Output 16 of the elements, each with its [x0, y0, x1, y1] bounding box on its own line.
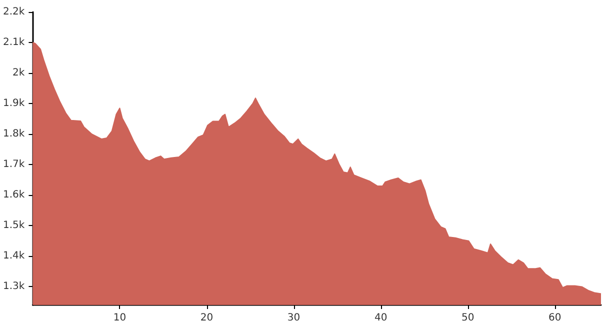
y-tick-label: 1.3k — [2, 281, 25, 292]
x-tick-label: 30 — [287, 312, 300, 324]
y-tick-label: 1.7k — [2, 159, 25, 170]
y-tick-label: 2.2k — [2, 6, 25, 18]
y-tick-label: 2.1k — [2, 37, 25, 48]
x-tick-label: 60 — [548, 312, 562, 324]
x-tick-label: 10 — [113, 312, 126, 324]
y-tick-label: 1.5k — [2, 220, 25, 232]
y-tick-label: 1.9k — [2, 98, 25, 110]
y-tick-label: 2k — [12, 68, 25, 79]
x-tick-label: 40 — [374, 312, 388, 324]
y-tick-label: 1.4k — [2, 250, 25, 262]
x-tick-label: 50 — [461, 312, 474, 324]
x-tick-label: 20 — [200, 312, 214, 324]
y-tick-label: 1.8k — [2, 128, 25, 140]
y-tick-label: 1.6k — [2, 190, 25, 201]
